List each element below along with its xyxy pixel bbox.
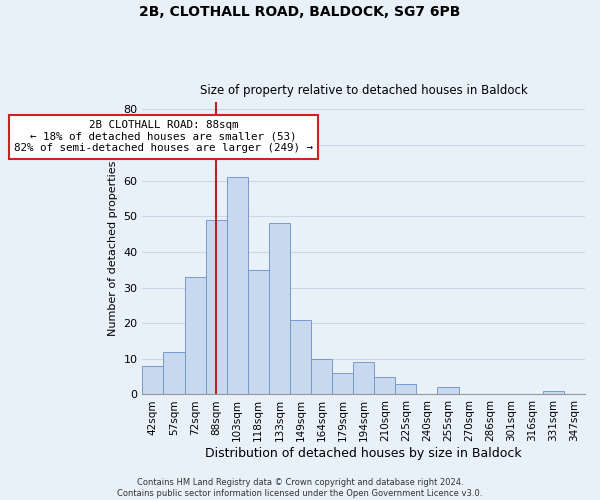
Y-axis label: Number of detached properties: Number of detached properties bbox=[108, 160, 118, 336]
Bar bbox=[142, 366, 163, 394]
Text: Contains HM Land Registry data © Crown copyright and database right 2024.
Contai: Contains HM Land Registry data © Crown c… bbox=[118, 478, 482, 498]
Bar bbox=[437, 388, 458, 394]
Bar bbox=[543, 391, 564, 394]
X-axis label: Distribution of detached houses by size in Baldock: Distribution of detached houses by size … bbox=[205, 447, 522, 460]
Bar bbox=[185, 277, 206, 394]
Bar bbox=[290, 320, 311, 394]
Bar bbox=[374, 376, 395, 394]
Text: 2B, CLOTHALL ROAD, BALDOCK, SG7 6PB: 2B, CLOTHALL ROAD, BALDOCK, SG7 6PB bbox=[139, 5, 461, 19]
Title: Size of property relative to detached houses in Baldock: Size of property relative to detached ho… bbox=[200, 84, 527, 97]
Bar bbox=[332, 373, 353, 394]
Bar bbox=[206, 220, 227, 394]
Bar bbox=[248, 270, 269, 394]
Bar bbox=[353, 362, 374, 394]
Text: 2B CLOTHALL ROAD: 88sqm
← 18% of detached houses are smaller (53)
82% of semi-de: 2B CLOTHALL ROAD: 88sqm ← 18% of detache… bbox=[14, 120, 313, 154]
Bar bbox=[269, 224, 290, 394]
Bar bbox=[227, 177, 248, 394]
Bar bbox=[395, 384, 416, 394]
Bar bbox=[163, 352, 185, 395]
Bar bbox=[311, 359, 332, 394]
